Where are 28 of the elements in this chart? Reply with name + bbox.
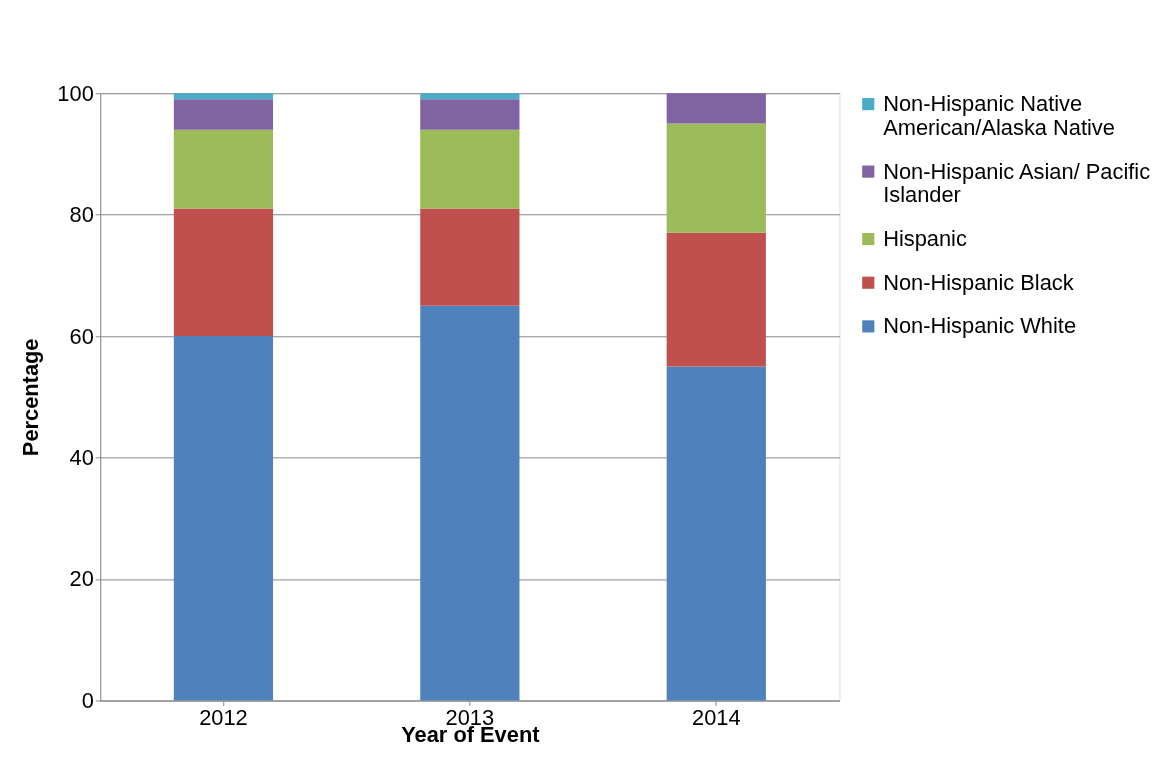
legend-label: Non-Hispanic Asian/ Pacific Islander <box>883 158 1151 208</box>
bar <box>173 336 274 701</box>
y-tick-label: 0 <box>81 687 94 713</box>
x-tick-label: 2014 <box>692 704 741 730</box>
legend-label: Non-Hispanic Native American/Alaska Native <box>883 91 1115 140</box>
y-axis-title: Percentage <box>18 338 44 457</box>
y-tick-label: 60 <box>69 323 94 349</box>
bar <box>666 232 766 367</box>
legend-label: Non-Hispanic White <box>883 313 1077 339</box>
bar <box>420 305 520 701</box>
bar <box>666 123 766 233</box>
bar <box>173 99 274 130</box>
bar <box>173 93 274 100</box>
bar <box>420 99 520 130</box>
legend-label: Hispanic <box>883 226 967 252</box>
bar <box>420 129 520 209</box>
bar <box>173 208 274 337</box>
bar <box>666 93 766 124</box>
bar <box>420 208 520 306</box>
y-tick-label: 100 <box>57 80 94 106</box>
x-tick-label: 2012 <box>199 704 248 730</box>
bar <box>420 93 520 100</box>
y-tick-label: 80 <box>69 202 94 228</box>
y-tick-label: 20 <box>69 566 94 592</box>
legend-label: Non-Hispanic Black <box>883 269 1074 295</box>
bar <box>666 366 766 701</box>
bar <box>173 129 274 209</box>
y-tick-label: 40 <box>69 445 94 471</box>
